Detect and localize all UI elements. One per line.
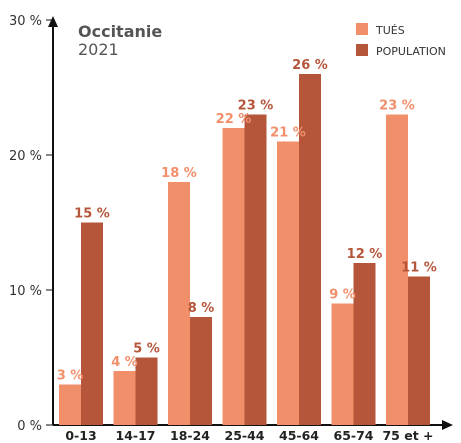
bar-population-0-13	[81, 222, 103, 425]
bar-tues-75et	[386, 114, 408, 425]
legend-label-population: POPULATION	[376, 45, 446, 58]
chart-subtitle: 2021	[78, 40, 119, 59]
data-label-population: 12 %	[347, 247, 383, 262]
value-labels: 3 %15 %4 %5 %18 %8 %22 %23 %21 %26 %9 %1…	[57, 58, 437, 384]
data-label-tues: 23 %	[379, 99, 415, 114]
x-tick-label: 75 et +	[382, 428, 433, 443]
bar-population-45-64	[299, 74, 321, 425]
bar-tues-18-24	[168, 182, 190, 425]
x-tick-label: 0-13	[65, 428, 96, 443]
bars	[59, 74, 430, 425]
x-axis-arrow	[442, 420, 453, 430]
data-label-population: 15 %	[74, 207, 110, 222]
bar-tues-0-13	[59, 384, 81, 425]
legend: TUÉS POPULATION	[356, 23, 446, 58]
y-ticks: 0 % 10 % 20 % 30 %	[9, 14, 53, 434]
x-tick-label: 65-74	[334, 428, 374, 443]
data-label-population: 26 %	[292, 58, 328, 73]
bar-tues-65-74	[331, 303, 354, 425]
bar-population-75et	[408, 276, 430, 425]
y-axis-arrow	[48, 16, 58, 27]
legend-swatch-population	[356, 44, 368, 56]
bar-population-25-44	[244, 114, 267, 425]
chart-title: Occitanie	[78, 22, 162, 41]
bar-population-14-17	[135, 357, 158, 425]
data-label-tues: 3 %	[57, 369, 84, 384]
x-tick-label: 45-64	[279, 428, 319, 443]
data-label-population: 8 %	[188, 301, 215, 316]
data-label-population: 11 %	[401, 261, 437, 276]
title-block: Occitanie 2021	[78, 22, 162, 59]
legend-swatch-tues	[356, 23, 368, 35]
y-tick-label: 30 %	[9, 14, 42, 29]
data-label-tues: 4 %	[111, 355, 138, 370]
x-tick-label: 18-24	[170, 428, 210, 443]
data-label-tues: 22 %	[216, 112, 252, 127]
bar-population-65-74	[353, 263, 376, 425]
data-label-tues: 21 %	[270, 126, 306, 141]
y-tick-label: 20 %	[9, 149, 42, 164]
y-tick-label: 0 %	[17, 419, 42, 434]
bar-tues-25-44	[222, 128, 245, 425]
x-tick-label: 14-17	[116, 428, 156, 443]
bar-population-18-24	[190, 317, 212, 425]
bar-tues-14-17	[113, 371, 136, 425]
legend-label-tues: TUÉS	[375, 24, 405, 37]
y-tick-label: 10 %	[9, 284, 42, 299]
data-label-population: 5 %	[133, 342, 160, 357]
data-label-population: 23 %	[238, 99, 274, 114]
data-label-tues: 9 %	[329, 288, 356, 303]
x-tick-label: 25-44	[225, 428, 265, 443]
x-labels: 0-13 14-17 18-24 25-44 45-64 65-74 75 et +	[65, 428, 433, 443]
data-label-tues: 18 %	[161, 166, 197, 181]
bar-tues-45-64	[277, 141, 299, 425]
